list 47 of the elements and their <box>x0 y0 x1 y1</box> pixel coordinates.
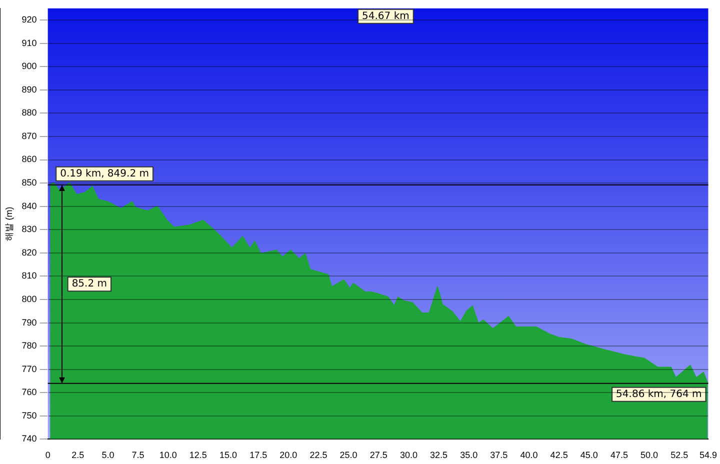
y-tick-label: 770 <box>22 364 37 374</box>
y-tick-label: 870 <box>22 130 37 141</box>
x-tick-label: 12.5 <box>189 450 207 460</box>
x-tick-label: 52.5 <box>670 450 688 460</box>
x-tick-label: 20.0 <box>280 450 298 460</box>
y-tick-label: 900 <box>22 61 37 72</box>
x-tick-label: 35.0 <box>460 450 478 460</box>
x-tick-label: 40.0 <box>520 450 538 460</box>
y-tick-label: 820 <box>22 247 37 258</box>
x-tick-label: 30.0 <box>400 450 418 460</box>
annotation: 0.19 km, 849.2 m <box>60 168 149 180</box>
y-tick-label: 790 <box>22 317 37 328</box>
x-tick-label: 0 <box>45 450 50 460</box>
y-tick-label: 920 <box>22 14 37 25</box>
y-tick-label: 860 <box>22 154 37 164</box>
y-tick-label: 780 <box>22 340 37 351</box>
annotation: 54.67 km <box>362 10 410 22</box>
x-tick-label: 50.0 <box>640 450 658 460</box>
x-tick-label: 15.0 <box>219 450 238 460</box>
x-tick-label: 42.5 <box>550 450 568 460</box>
x-tick-label: 22.5 <box>310 450 328 460</box>
x-tick-label: 45.0 <box>580 450 598 460</box>
y-axis-title: 해발 (m) <box>4 206 14 241</box>
x-tick-label: 5.0 <box>102 450 114 460</box>
x-tick-label: 25.0 <box>340 450 358 460</box>
x-tick-label: 10.0 <box>159 450 177 460</box>
y-tick-label: 910 <box>22 38 37 48</box>
x-tick-label: 37.5 <box>490 450 508 460</box>
x-tick-label: 54.9 <box>699 450 718 460</box>
annotation: 54.86 km, 764 m <box>616 388 702 400</box>
y-tick-label: 830 <box>22 224 37 234</box>
x-tick-label: 2.5 <box>72 450 84 460</box>
x-tick-label: 7.5 <box>132 450 144 460</box>
x-tick-label: 32.5 <box>430 450 448 460</box>
x-tick-label: 17.5 <box>250 450 268 460</box>
y-tick-label: 810 <box>22 270 37 281</box>
x-tick-label: 27.5 <box>370 450 388 460</box>
annotation: 85.2 m <box>72 278 108 290</box>
y-tick-label: 850 <box>22 178 37 188</box>
y-tick-label: 840 <box>22 200 37 211</box>
y-tick-label: 890 <box>22 84 37 94</box>
x-tick-label: 47.5 <box>610 450 628 460</box>
y-tick-label: 880 <box>22 108 37 118</box>
y-tick-label: 760 <box>22 387 37 398</box>
y-tick-label: 800 <box>22 294 37 304</box>
y-tick-label: 750 <box>22 410 37 420</box>
y-tick-label: 740 <box>22 434 37 444</box>
